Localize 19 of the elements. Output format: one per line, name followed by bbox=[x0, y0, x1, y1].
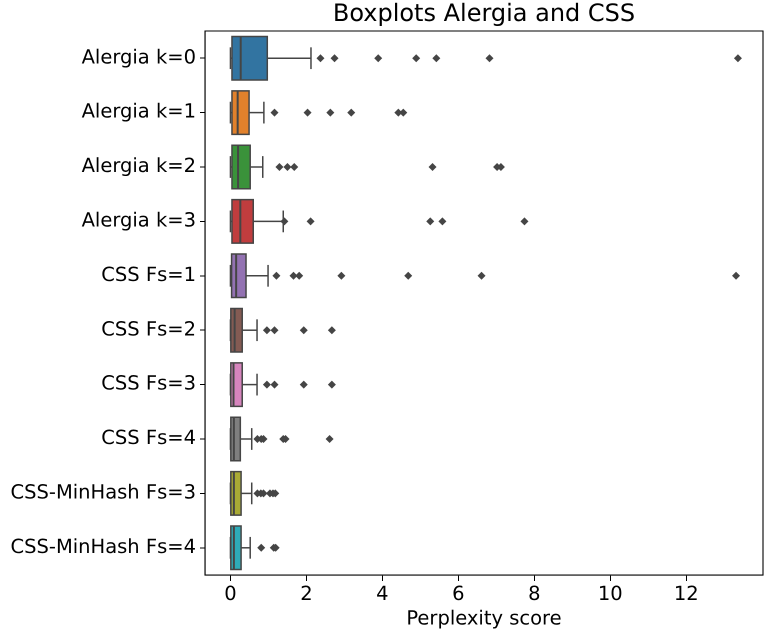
x-tick-label: 12 bbox=[674, 582, 699, 605]
y-tick-label: CSS Fs=1 bbox=[101, 262, 196, 286]
x-tick-label: 10 bbox=[598, 582, 623, 605]
y-tick-label: CSS-MinHash Fs=3 bbox=[10, 480, 196, 504]
x-tick-label: 6 bbox=[452, 582, 465, 605]
y-tick-label: Alergia k=0 bbox=[82, 45, 196, 68]
y-tick-label: Alergia k=2 bbox=[82, 154, 196, 178]
chart-title: Boxplots Alergia and CSS bbox=[332, 0, 636, 28]
x-tick-label: 8 bbox=[528, 582, 541, 605]
y-tick-label: CSS Fs=2 bbox=[101, 317, 196, 340]
y-tick-label: CSS-MinHash Fs=4 bbox=[10, 534, 196, 558]
x-tick-label: 4 bbox=[376, 582, 389, 605]
x-tick-label: 2 bbox=[300, 582, 313, 605]
y-tick-label: CSS Fs=4 bbox=[101, 426, 196, 450]
y-tick-label: Alergia k=3 bbox=[82, 208, 196, 232]
x-tick-label: 0 bbox=[224, 582, 237, 605]
x-axis-title: Perplexity score bbox=[406, 606, 562, 630]
y-tick-label: Alergia k=1 bbox=[82, 100, 196, 123]
y-tick-label: CSS Fs=3 bbox=[101, 372, 196, 395]
